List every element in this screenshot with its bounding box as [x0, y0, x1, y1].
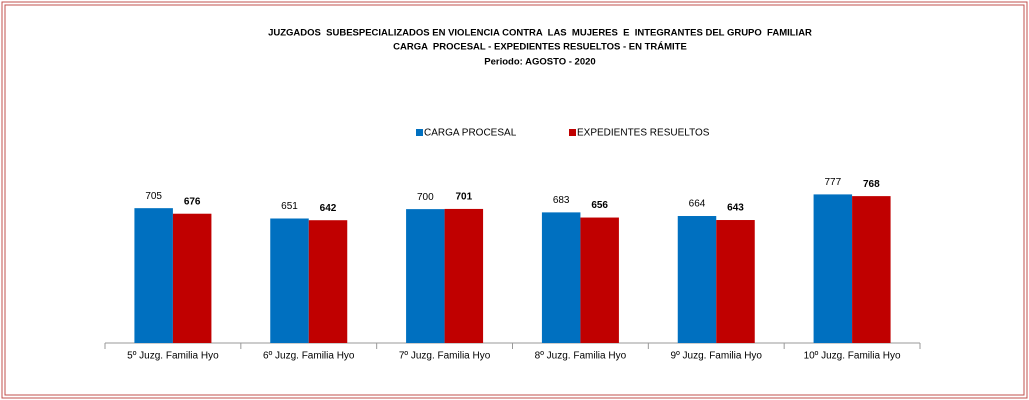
bar: [541, 212, 581, 343]
bar: [580, 217, 619, 343]
bar: [444, 208, 484, 343]
legend-label: EXPEDIENTES RESUELTOS: [577, 128, 710, 139]
data-label: 701: [455, 192, 472, 203]
x-tick-label: 10º Juzg. Familia Hyo: [804, 351, 901, 362]
bar: [813, 194, 853, 343]
data-label: 651: [281, 201, 298, 212]
x-tick-label: 5º Juzg. Familia Hyo: [127, 351, 219, 362]
bar: [406, 209, 445, 343]
data-label: 683: [553, 195, 570, 206]
chart-title: JUZGADOS SUBESPECIALIZADOS EN VIOLENCIA …: [268, 28, 812, 39]
bar: [270, 218, 309, 343]
x-tick-label: 6º Juzg. Familia Hyo: [263, 351, 355, 362]
data-label: 656: [591, 200, 608, 211]
bar: [852, 196, 891, 343]
data-label: 642: [320, 203, 337, 214]
data-label: 676: [184, 196, 201, 207]
legend-swatch: [569, 129, 576, 136]
bar: [677, 216, 717, 343]
bar: [134, 208, 173, 343]
x-tick-label: 7º Juzg. Familia Hyo: [399, 351, 491, 362]
data-label: 700: [417, 192, 434, 203]
data-label: 705: [145, 191, 162, 202]
data-label: 664: [689, 199, 706, 210]
x-tick-label: 8º Juzg. Familia Hyo: [535, 351, 627, 362]
data-label: 643: [727, 203, 744, 214]
bar: [308, 220, 348, 343]
frame-inner: [4, 4, 1025, 396]
x-tick-label: 9º Juzg. Familia Hyo: [671, 351, 763, 362]
bar: [716, 220, 755, 343]
chart-period: Periodo: AGOSTO - 2020: [484, 57, 595, 68]
chart-subtitle: CARGA PROCESAL - EXPEDIENTES RESUELTOS -…: [393, 42, 687, 53]
data-label: 777: [824, 177, 841, 188]
bar: [172, 213, 212, 343]
legend-label: CARGA PROCESAL: [424, 128, 517, 139]
data-label: 768: [863, 179, 880, 190]
legend-swatch: [416, 129, 423, 136]
